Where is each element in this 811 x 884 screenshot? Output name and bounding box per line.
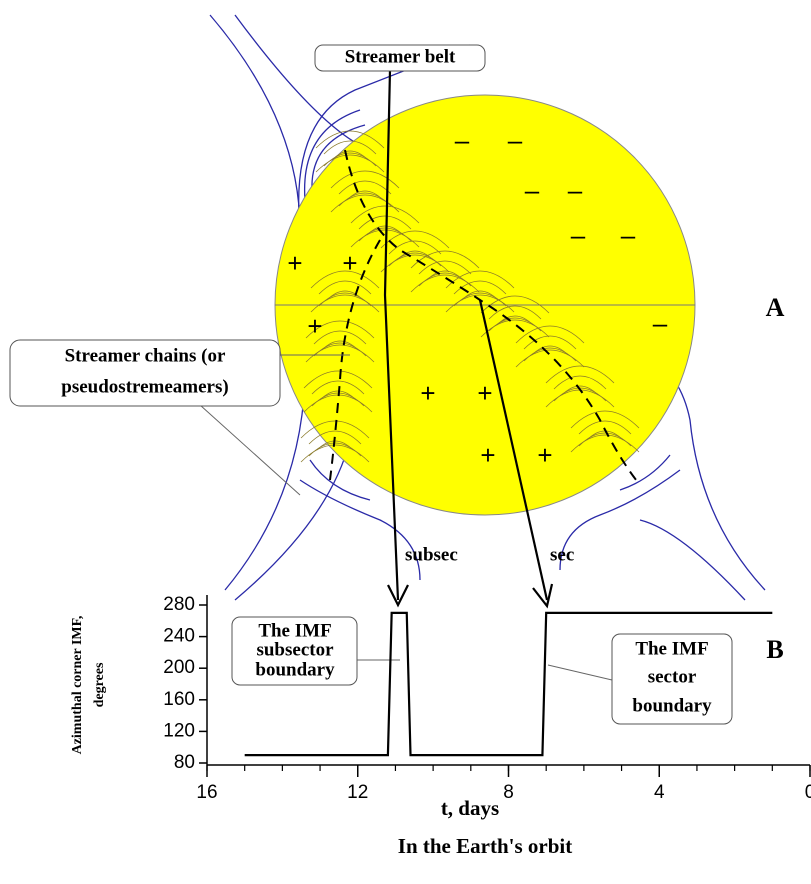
x-tick-label: 8	[503, 782, 514, 803]
streamer-arc	[303, 370, 373, 389]
y-tick-label: 120	[163, 720, 195, 741]
streamer-arc	[553, 375, 607, 390]
plus-sign: +	[537, 440, 552, 470]
streamer-arc	[300, 420, 370, 439]
streamer-chains-label: Streamer chains (or	[65, 345, 226, 366]
sector-label: boundary	[632, 695, 712, 716]
subsec-label: subsec	[405, 544, 458, 565]
y-tick-label: 80	[174, 752, 195, 773]
subsector-label: boundary	[255, 659, 335, 680]
y-tick-label: 200	[163, 657, 195, 678]
streamer-arc	[308, 430, 362, 445]
streamer-arc	[578, 420, 632, 435]
chain-line	[329, 239, 381, 481]
label-box	[9, 339, 281, 407]
streamer-arc	[488, 305, 542, 320]
streamer-chains-label: pseudostremeamers)	[61, 376, 228, 397]
streamer-arc	[445, 294, 515, 313]
plus-sign: +	[342, 248, 357, 278]
x-tick-label: 4	[654, 782, 665, 803]
streamer-arc	[410, 274, 480, 293]
streamer-arc	[453, 280, 507, 295]
minus-sign: –	[525, 175, 540, 205]
streamer-arc	[318, 280, 372, 295]
y-axis-label: Azimuthal corner IMF,	[70, 616, 85, 755]
label-box	[611, 633, 733, 725]
streamer-arc	[350, 205, 420, 224]
plus-signs: + + + + + + +	[287, 248, 552, 470]
streamer-arc	[315, 154, 385, 173]
minus-sign: –	[653, 308, 668, 338]
sector-label: The IMF	[635, 638, 708, 659]
y-tick-label: 160	[163, 689, 195, 710]
plus-sign: +	[287, 248, 302, 278]
streamer-arc	[330, 170, 400, 189]
streamer-arc	[305, 320, 375, 339]
minus-sign: –	[508, 125, 523, 155]
plus-sign: +	[477, 378, 492, 408]
streamer-arc	[570, 410, 640, 429]
y-tick-label: 240	[163, 626, 195, 647]
y-axis-label: degrees	[92, 662, 107, 707]
streamer-arc	[310, 270, 380, 289]
streamer-arc	[358, 215, 412, 230]
streamer-arc	[305, 344, 375, 363]
streamer-arc	[311, 380, 365, 395]
plus-sign: +	[420, 378, 435, 408]
streamer-arc	[515, 349, 585, 368]
streamer-arc	[300, 444, 370, 463]
data-line	[244, 611, 773, 757]
x-tick-label: 12	[347, 782, 368, 803]
minus-signs: – – – – – – –	[455, 125, 668, 338]
minus-sign: –	[568, 175, 583, 205]
streamer-arc	[545, 365, 615, 384]
sector-label: sector	[648, 666, 697, 687]
streamer-arc	[338, 180, 392, 195]
streamer-arc	[515, 325, 585, 344]
streamer-arc	[330, 194, 400, 213]
label-box	[231, 616, 358, 686]
panel-label: B	[766, 635, 783, 664]
streamer-arc	[380, 230, 450, 249]
chart-subtitle: In the Earth's orbit	[398, 834, 572, 858]
streamer-arc	[480, 295, 550, 314]
streamer-arc	[380, 254, 450, 273]
minus-sign: –	[621, 220, 636, 250]
leaders	[199, 354, 613, 681]
streamer-arc	[323, 140, 377, 155]
streamer-arc	[523, 335, 577, 350]
streamer-arc	[570, 434, 640, 453]
arrows	[383, 69, 554, 609]
x-tick-label: 0	[805, 782, 811, 803]
streamer-arcs	[300, 130, 640, 463]
subsector-label: The IMF	[258, 620, 331, 641]
streamer-arc	[315, 130, 385, 149]
panel-label: A	[766, 293, 785, 322]
sec-label: sec	[550, 544, 574, 565]
streamer-arc	[310, 294, 380, 313]
minus-sign: –	[455, 125, 470, 155]
x-tick-label: 16	[196, 782, 217, 803]
minus-sign: –	[571, 220, 586, 250]
plus-sign: +	[480, 440, 495, 470]
y-tick-label: 280	[163, 594, 195, 615]
x-axis-label: t, days	[441, 796, 499, 820]
streamer-arc	[418, 260, 472, 275]
streamer-arc	[313, 330, 367, 345]
streamer-arc	[388, 240, 442, 255]
plus-sign: +	[307, 311, 322, 341]
subsector-label: subsector	[256, 639, 334, 660]
streamer-belt-label: Streamer belt	[345, 46, 456, 67]
label-box	[314, 44, 486, 72]
